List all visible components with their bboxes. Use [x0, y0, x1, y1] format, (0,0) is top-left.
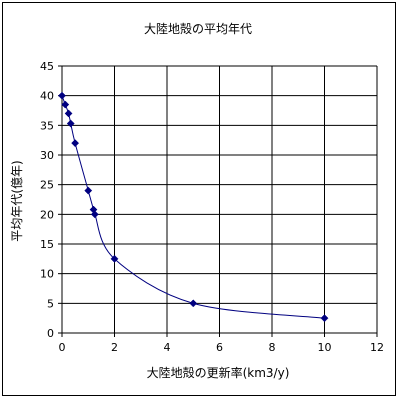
y-tick-label: 5 [47, 297, 54, 310]
data-point [66, 119, 75, 128]
data-point [110, 254, 119, 263]
x-tick-label: 12 [370, 341, 384, 354]
grid-lines [62, 65, 378, 333]
data-point [64, 109, 73, 118]
x-tick-label: 0 [59, 341, 66, 354]
data-point [61, 100, 70, 109]
y-tick-label: 10 [40, 268, 54, 281]
series-line [61, 95, 325, 319]
data-point [58, 91, 66, 100]
y-tick-label: 20 [40, 208, 54, 221]
axes [58, 65, 378, 337]
x-tick-label: 2 [111, 341, 118, 354]
tick-labels: 0 5 10 15 20 25 30 35 40 45 0 2 4 6 8 10 12 [40, 60, 384, 354]
data-point [320, 314, 329, 323]
y-axis-label: 平均年代(億年) [10, 160, 24, 241]
y-tick-label: 0 [47, 327, 54, 340]
data-point [84, 186, 93, 195]
chart-svg: 大陸地殻の平均年代 0 5 10 15 20 25 30 35 40 45 0 2 4 6 8 10 12 大陸… [10, 22, 384, 380]
x-axis-label: 大陸地殻の更新率(km3/y) [147, 365, 290, 380]
y-tick-label: 15 [40, 238, 54, 251]
x-tick-label: 6 [216, 341, 223, 354]
x-tick-label: 8 [269, 341, 276, 354]
y-tick-label: 45 [40, 60, 54, 73]
y-tick-label: 30 [40, 149, 54, 162]
chart-title: 大陸地殻の平均年代 [144, 22, 252, 36]
data-point [71, 139, 80, 148]
y-tick-label: 35 [40, 119, 54, 132]
y-tick-label: 40 [40, 90, 54, 103]
data-series [58, 91, 329, 323]
data-point [189, 299, 198, 308]
chart-frame: 大陸地殻の平均年代 0 5 10 15 20 25 30 35 40 45 0 2 4 6 8 10 12 大陸… [2, 2, 396, 396]
data-point [90, 210, 99, 219]
y-tick-label: 25 [40, 179, 54, 192]
x-tick-label: 4 [164, 341, 171, 354]
x-tick-label: 10 [318, 341, 332, 354]
